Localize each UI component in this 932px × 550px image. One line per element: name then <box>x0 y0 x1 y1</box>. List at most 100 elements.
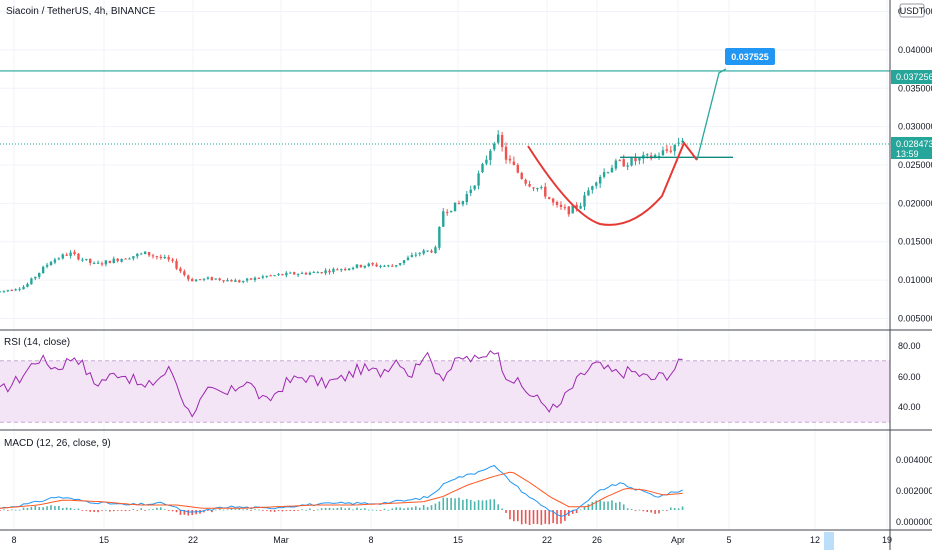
candle-body <box>634 157 637 162</box>
candle-body <box>477 173 480 186</box>
macd-histogram-bar <box>238 508 241 510</box>
macd-histogram-bar <box>269 510 272 512</box>
rsi-tick-40: 40.00 <box>898 402 921 412</box>
macd-histogram-bar <box>160 507 162 510</box>
candle-body <box>359 264 363 268</box>
macd-histogram-bar <box>344 508 347 510</box>
candle-body <box>151 255 155 257</box>
macd-histogram-bar <box>352 509 354 511</box>
macd-histogram-bar <box>50 505 52 510</box>
macd-histogram-bar <box>320 508 323 510</box>
price-tick-label: 0.015000 <box>898 237 932 247</box>
signal-line <box>0 471 683 509</box>
candle-body <box>293 272 296 275</box>
candle-body <box>198 279 202 281</box>
macd-histogram-bar <box>211 510 213 513</box>
candles <box>0 130 684 294</box>
candle-body <box>273 275 276 277</box>
candle-body <box>0 291 2 293</box>
candle-body <box>300 272 304 274</box>
candle-body <box>269 275 272 277</box>
time-axis[interactable]: 8 15 22 Mar 8 15 22 26 Apr 5 12 19 <box>11 535 892 545</box>
candle-body <box>155 256 159 258</box>
candle-body <box>461 201 465 205</box>
macd-histogram-bar <box>375 509 378 511</box>
candle-body <box>53 259 57 263</box>
candle-body <box>587 190 590 196</box>
currency-badge[interactable]: USDT <box>899 3 925 18</box>
macd-histogram-bar <box>156 507 158 510</box>
candle-body <box>96 262 100 264</box>
candle-body <box>630 157 633 166</box>
candle-body <box>175 260 178 269</box>
candle-body <box>2 290 6 292</box>
candle-body <box>340 269 343 271</box>
rsi-pane[interactable] <box>0 350 890 423</box>
macd-histogram-bar <box>175 510 178 513</box>
macd-histogram-bar <box>662 509 664 511</box>
candle-body <box>371 263 374 265</box>
candle-body <box>281 274 284 276</box>
candle-body <box>418 253 421 255</box>
macd-histogram-bar <box>42 507 44 510</box>
overlays <box>0 68 890 226</box>
candle-body <box>194 279 198 282</box>
macd-histogram-bar <box>587 504 590 510</box>
macd-histogram-bar <box>528 510 531 525</box>
macd-histogram-bar <box>191 510 194 516</box>
macd-histogram-bar <box>520 510 523 525</box>
macd-histogram-bar <box>360 508 362 510</box>
candle-body <box>324 270 327 274</box>
candle-body <box>583 195 586 207</box>
macd-histogram-bar <box>65 507 68 510</box>
macd-histogram-bar <box>3 509 5 511</box>
candle-body <box>606 172 610 174</box>
macd-histogram-bar <box>336 507 339 510</box>
candle-body <box>222 280 225 282</box>
price-pane[interactable] <box>0 68 890 294</box>
macd-histogram-bar <box>379 510 382 511</box>
chart-title: Siacoin / TetherUS, 4h, BINANCE <box>6 6 156 17</box>
price-tick-label: 0.040000 <box>898 45 932 55</box>
macd-pane[interactable] <box>0 465 684 525</box>
candle-body <box>14 289 17 291</box>
macd-histogram-bar <box>611 500 613 510</box>
candle-body <box>438 227 441 248</box>
macd-histogram-bar <box>524 510 527 524</box>
candle-body <box>214 278 217 280</box>
macd-histogram-bar <box>7 510 9 511</box>
price-scale[interactable]: 0.0450000.0400000.0350000.0300000.025000… <box>898 7 932 324</box>
macd-histogram-bar <box>646 510 649 513</box>
target-price-badge[interactable]: 0.037525 <box>725 48 775 65</box>
macd-histogram-bar <box>85 510 88 511</box>
macd-histogram-bar <box>332 508 335 510</box>
macd-histogram-bar <box>30 506 33 510</box>
candle-body <box>45 264 49 267</box>
candle-body <box>567 206 570 215</box>
candle-body <box>551 198 555 203</box>
candle-body <box>277 274 280 276</box>
candle-body <box>108 260 112 264</box>
price-tick-label: 0.020000 <box>898 198 932 208</box>
macd-histogram-bar <box>265 510 268 511</box>
candle-body <box>206 277 210 279</box>
candle-body <box>673 144 676 152</box>
candle-body <box>49 261 53 266</box>
macd-histogram-bar <box>207 510 209 511</box>
candle-body <box>347 268 351 271</box>
rsi-line <box>0 350 683 418</box>
price-tick-label: 0.010000 <box>898 275 932 285</box>
candle-body <box>253 277 257 281</box>
candle-body <box>653 155 657 158</box>
macd-histogram-bar <box>497 504 499 510</box>
macd-histogram-bar <box>438 501 441 510</box>
candle-body <box>26 283 29 287</box>
candle-body <box>430 250 433 253</box>
candle-body <box>257 277 261 279</box>
macd-histogram-bar <box>285 510 288 511</box>
macd-histogram-bar <box>473 501 476 510</box>
candle-body <box>504 146 508 160</box>
macd-histogram-bar <box>10 509 13 511</box>
candle-body <box>285 272 288 276</box>
macd-histogram-bar <box>38 507 41 510</box>
